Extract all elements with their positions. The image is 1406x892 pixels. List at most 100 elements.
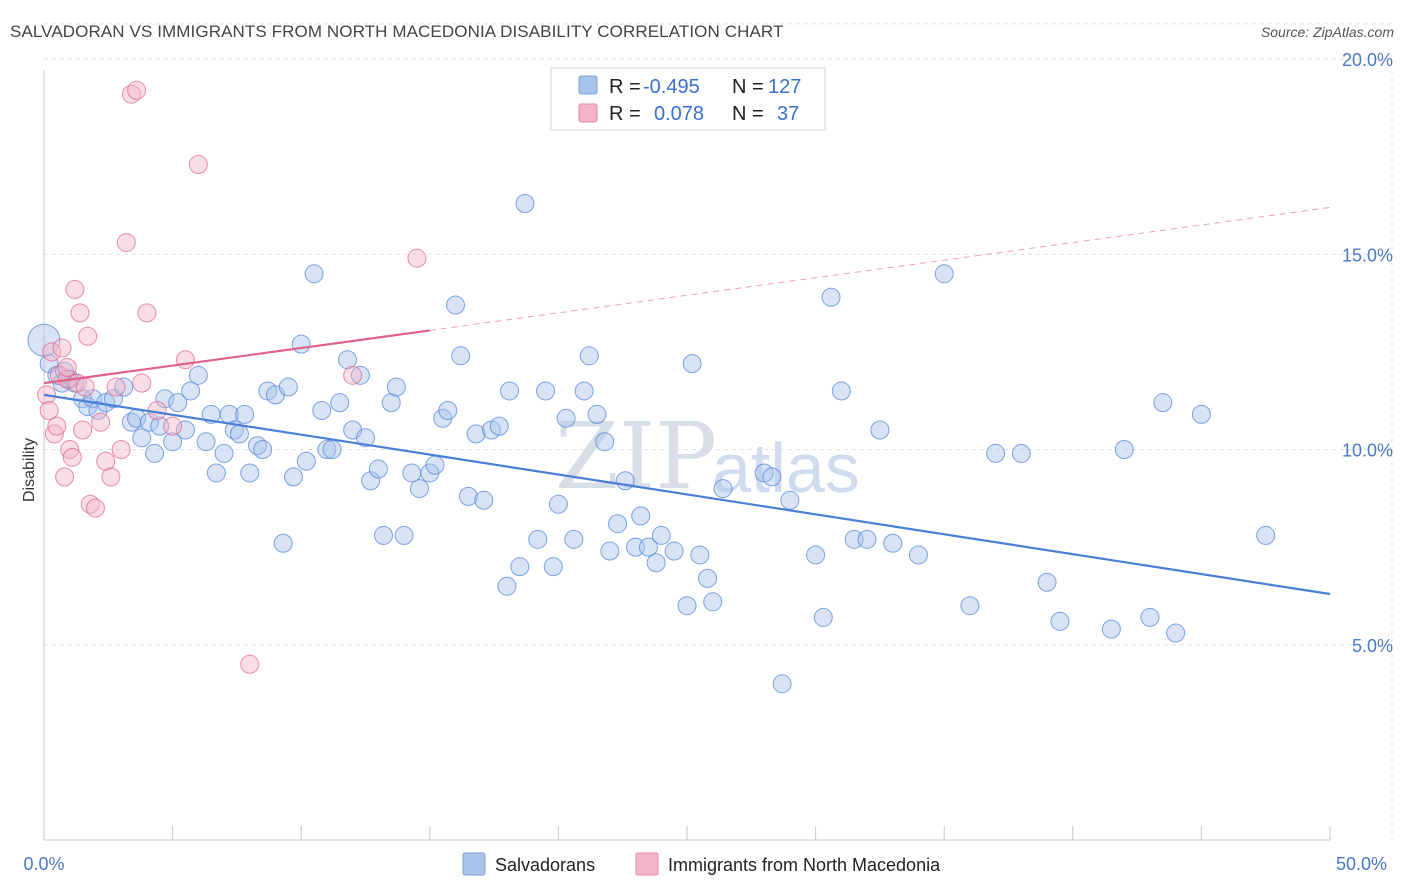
point-salvadorans <box>168 393 188 413</box>
point-salvadorans <box>564 529 584 549</box>
point-salvadorans <box>556 408 576 428</box>
point-north-macedonia <box>39 400 59 420</box>
point-salvadorans <box>410 479 430 499</box>
point-salvadorans <box>806 545 826 565</box>
point-salvadorans <box>587 404 607 424</box>
legend-bottom-label-north-macedonia: Immigrants from North Macedonia <box>668 855 941 875</box>
point-salvadorans <box>631 506 651 526</box>
point-salvadorans <box>317 440 337 460</box>
point-north-macedonia <box>407 248 427 268</box>
point-salvadorans <box>381 393 401 413</box>
point-north-macedonia <box>343 365 363 385</box>
point-salvadorans <box>713 479 733 499</box>
point-salvadorans <box>934 264 954 284</box>
point-salvadorans <box>489 416 509 436</box>
point-salvadorans <box>638 537 658 557</box>
point-salvadorans <box>235 404 255 424</box>
legend-n-value-2: 37 <box>777 103 799 125</box>
point-salvadorans <box>528 529 548 549</box>
legend-r-label-1: R = <box>609 76 641 98</box>
point-salvadorans <box>139 412 159 432</box>
point-salvadorans <box>386 377 406 397</box>
legend-n-label-2: N = <box>732 103 764 125</box>
legend-series: Salvadorans Immigrants from North Macedo… <box>462 852 941 876</box>
point-salvadorans <box>446 295 466 315</box>
point-north-macedonia <box>101 467 121 487</box>
y-axis-label: Disability <box>21 438 38 502</box>
point-salvadorans <box>574 381 594 401</box>
point-salvadorans <box>651 525 671 545</box>
point-north-macedonia <box>188 154 208 174</box>
point-north-macedonia <box>91 412 111 432</box>
point-salvadorans <box>458 486 478 506</box>
point-salvadorans <box>579 346 599 366</box>
trend-lines <box>43 206 1331 596</box>
point-salvadorans <box>677 596 697 616</box>
x-tick-label-min: 0.0% <box>23 854 64 874</box>
point-salvadorans <box>322 440 342 460</box>
point-salvadorans <box>145 443 165 463</box>
point-salvadorans <box>283 467 303 487</box>
point-salvadorans <box>772 674 792 694</box>
point-salvadorans <box>361 471 381 491</box>
legend-stats: R = -0.495 N = 127 R = 0.078 N = 37 <box>550 67 826 131</box>
point-salvadorans <box>515 194 535 214</box>
legend-r-value-2: 0.078 <box>654 103 704 125</box>
point-north-macedonia <box>52 338 72 358</box>
point-salvadorans <box>960 596 980 616</box>
point-salvadorans <box>425 455 445 475</box>
point-salvadorans <box>337 350 357 370</box>
point-north-macedonia <box>85 498 105 518</box>
point-salvadorans <box>1011 443 1031 463</box>
point-north-macedonia <box>111 440 131 460</box>
point-north-macedonia <box>75 377 95 397</box>
point-salvadorans <box>163 432 183 452</box>
point-salvadorans <box>1166 623 1186 643</box>
point-north-macedonia <box>116 233 136 253</box>
point-salvadorans <box>883 533 903 553</box>
point-salvadorans <box>88 400 108 420</box>
point-salvadorans <box>132 428 152 448</box>
point-salvadorans <box>543 557 563 577</box>
x-tick-label-max: 50.0% <box>1336 854 1387 874</box>
point-salvadorans <box>1037 572 1057 592</box>
point-north-macedonia <box>78 326 98 346</box>
trend-line-north-macedonia <box>43 329 430 385</box>
point-north-macedonia <box>42 342 62 362</box>
point-salvadorans <box>821 287 841 307</box>
grid-lines <box>44 23 1393 840</box>
point-salvadorans <box>368 459 388 479</box>
point-north-macedonia <box>121 84 141 104</box>
legend-r-value-1: -0.495 <box>643 76 700 98</box>
point-north-macedonia <box>96 451 116 471</box>
point-north-macedonia <box>175 350 195 370</box>
point-salvadorans <box>196 432 216 452</box>
point-north-macedonia <box>137 303 157 323</box>
point-salvadorans <box>780 490 800 510</box>
point-salvadorans <box>278 377 298 397</box>
point-salvadorans <box>690 545 710 565</box>
point-salvadorans <box>296 451 316 471</box>
point-salvadorans <box>664 541 684 561</box>
legend-bottom-swatch-salvadorans <box>462 852 486 876</box>
point-salvadorans <box>698 568 718 588</box>
point-salvadorans <box>600 541 620 561</box>
point-salvadorans <box>438 400 458 420</box>
point-salvadorans <box>240 463 260 483</box>
point-salvadorans <box>1050 611 1070 631</box>
point-salvadorans <box>608 514 628 534</box>
point-salvadorans <box>247 436 267 456</box>
point-salvadorans <box>762 467 782 487</box>
chart-source: Source: ZipAtlas.com <box>1260 24 1394 40</box>
point-salvadorans <box>291 334 311 354</box>
point-north-macedonia <box>62 447 82 467</box>
point-salvadorans <box>394 525 414 545</box>
point-salvadorans <box>857 529 877 549</box>
point-salvadorans <box>466 424 486 444</box>
point-salvadorans <box>206 463 226 483</box>
point-salvadorans <box>273 533 293 553</box>
y-tick-label: 20.0% <box>1342 50 1393 70</box>
series-points <box>27 80 1276 694</box>
point-salvadorans <box>497 576 517 596</box>
